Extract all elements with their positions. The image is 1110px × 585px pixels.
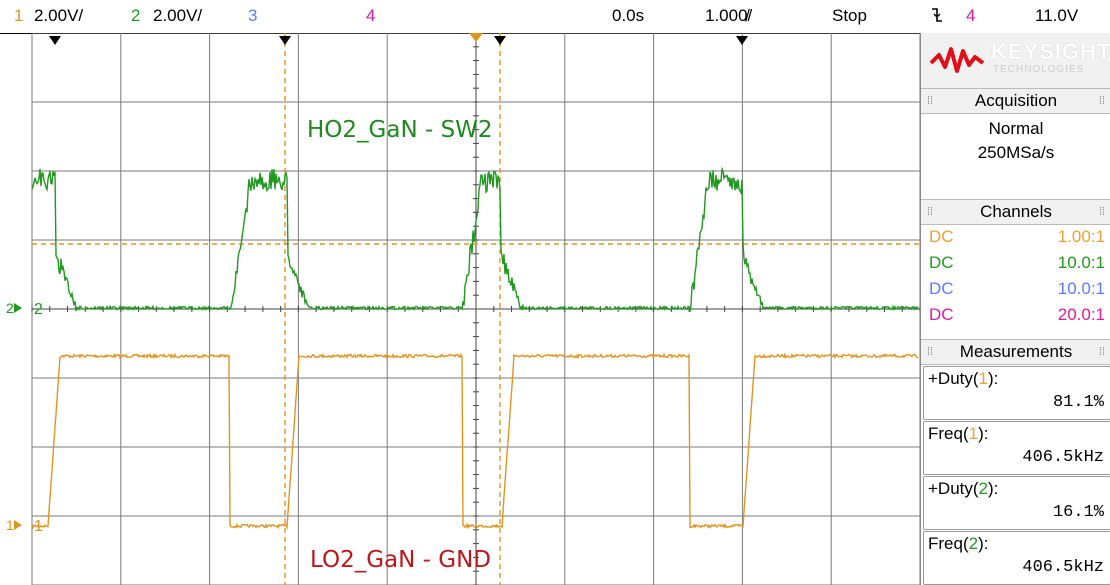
measurement-value: 16.1% — [1052, 503, 1104, 522]
trigger-channel[interactable]: 4 — [966, 6, 976, 25]
channel-probe-ratio[interactable]: 20.0:1 — [1057, 305, 1105, 324]
side-panel: KEYSIGHT TECHNOLOGIES ⁞⁞ Acquisition ⁞⁞ … — [920, 33, 1110, 585]
edge-marker-icon — [279, 36, 291, 45]
ch4-number[interactable]: 4 — [366, 6, 376, 25]
ch3-number[interactable]: 3 — [248, 6, 258, 25]
measurement-value: 81.1% — [1052, 393, 1104, 412]
channels-header[interactable]: ⁞⁞ Channels ⁞⁞ — [921, 199, 1110, 225]
run-state[interactable]: Stop — [832, 6, 867, 25]
brand-header: KEYSIGHT TECHNOLOGIES — [921, 33, 1110, 88]
trigger-position-icon — [469, 33, 483, 42]
edge-marker-icon — [49, 36, 61, 45]
channels-title: Channels — [980, 202, 1052, 221]
edge-marker-icon — [736, 36, 748, 45]
channel-coupling[interactable]: DC — [929, 253, 954, 272]
brand-sub: TECHNOLOGIES — [993, 64, 1085, 75]
grip-icon: ⁞⁞ — [927, 346, 934, 358]
ch1-number[interactable]: 1 — [14, 6, 24, 25]
measurement-label: +Duty(2): — [928, 479, 999, 498]
acquisition-header[interactable]: ⁞⁞ Acquisition ⁞⁞ — [921, 88, 1110, 114]
ch2-number[interactable]: 2 — [131, 6, 141, 25]
grip-icon: ⁞⁞ — [927, 95, 934, 107]
brand-name: KEYSIGHT — [991, 39, 1110, 64]
channel-probe-ratio[interactable]: 1.00:1 — [1057, 227, 1105, 246]
edge-marker-icon — [494, 36, 506, 45]
svg-text:1: 1 — [6, 517, 14, 533]
measurements-title: Measurements — [959, 342, 1073, 361]
grip-icon: ⁞⁞ — [1098, 95, 1105, 107]
svg-text:2: 2 — [6, 300, 14, 316]
ch2-waveform — [31, 166, 919, 312]
measurements-header[interactable]: ⁞⁞ Measurements ⁞⁞ — [921, 339, 1110, 365]
measurement-value: 406.5kHz — [1022, 558, 1104, 577]
channel-coupling[interactable]: DC — [929, 305, 954, 324]
time-offset[interactable]: 0.0s — [612, 6, 645, 25]
measurement-label: +Duty(1): — [928, 369, 999, 388]
waveform-grid: 2 21 1 — [6, 33, 920, 585]
acquisition-mode: Normal — [988, 119, 1044, 138]
grip-icon: ⁞⁞ — [1098, 346, 1105, 358]
time-scale[interactable]: 1.000̸/ — [705, 6, 753, 25]
ch1-scale[interactable]: 2.00V/ — [34, 6, 84, 25]
acquisition-rate: 250MSa/s — [977, 143, 1055, 162]
channel-coupling[interactable]: DC — [929, 279, 954, 298]
channel-probe-ratio[interactable]: 10.0:1 — [1057, 253, 1105, 272]
measurement-item[interactable]: Freq(1): 406.5kHz — [923, 421, 1110, 475]
measurement-item[interactable]: +Duty(1): 81.1% — [923, 366, 1110, 420]
measurement-label: Freq(2): — [928, 534, 989, 553]
measurement-item[interactable]: Freq(2): 406.5kHz — [923, 531, 1110, 585]
falling-edge-trigger-icon — [930, 6, 944, 29]
channel-probe-ratio[interactable]: 10.0:1 — [1057, 279, 1105, 298]
grip-icon: ⁞⁞ — [1098, 206, 1105, 218]
acquisition-title: Acquisition — [974, 91, 1058, 110]
channel-coupling[interactable]: DC — [929, 227, 954, 246]
ch1-waveform — [31, 352, 919, 531]
measurement-label: Freq(1): — [928, 424, 989, 443]
scope-status-bar: 1 2.00V/ 2 2.00V/ 3 4 0.0s 1.000̸/ Stop … — [0, 0, 1110, 34]
grip-icon: ⁞⁞ — [927, 206, 934, 218]
measurement-item[interactable]: +Duty(2): 16.1% — [923, 476, 1110, 530]
ho2-label: HO2_GaN - SW2 — [307, 117, 493, 143]
ch2-scale[interactable]: 2.00V/ — [153, 6, 203, 25]
measurement-value: 406.5kHz — [1022, 448, 1104, 467]
trigger-level[interactable]: 11.0V — [1035, 6, 1079, 25]
keysight-logo-icon — [929, 47, 985, 73]
svg-text:2: 2 — [34, 301, 43, 318]
lo2-label: LO2_GaN - GND — [310, 547, 492, 573]
